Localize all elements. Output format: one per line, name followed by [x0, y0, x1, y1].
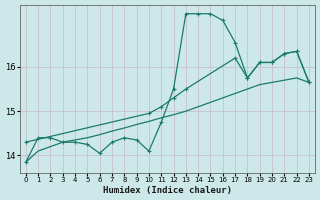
X-axis label: Humidex (Indice chaleur): Humidex (Indice chaleur)	[103, 186, 232, 195]
